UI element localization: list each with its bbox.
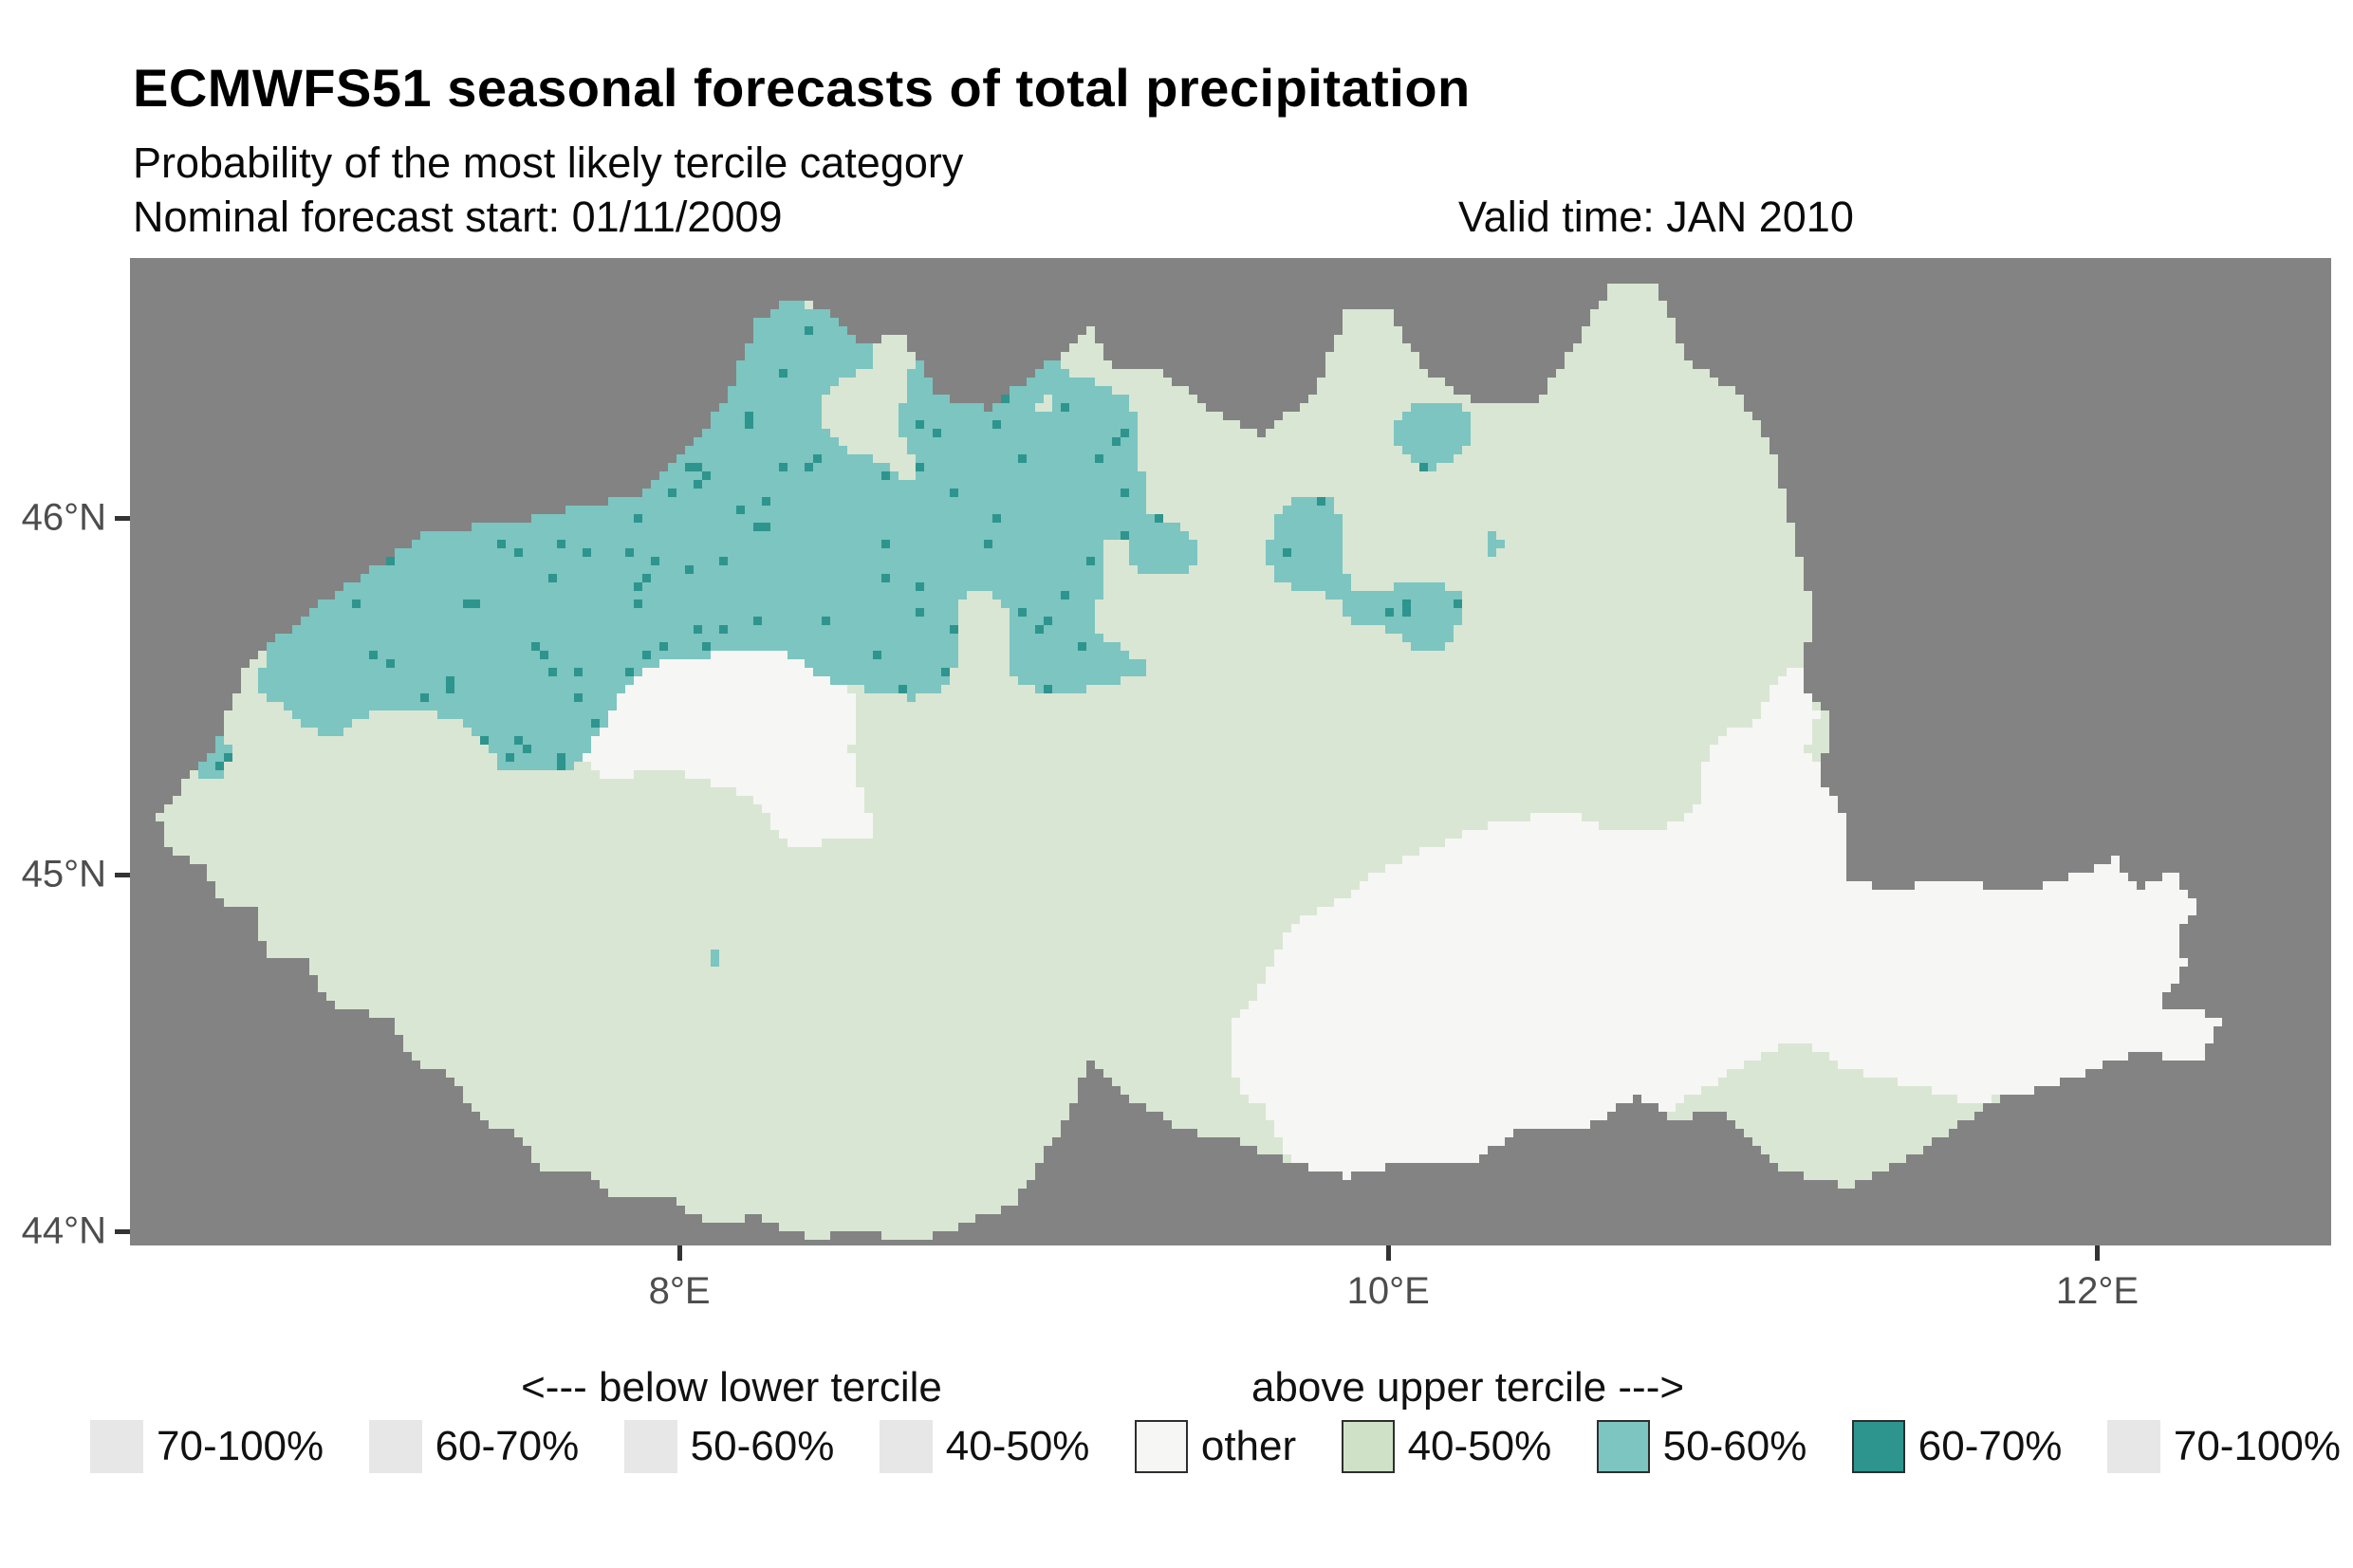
x-axis-tick-2: [2095, 1245, 2101, 1261]
legend-label: 60-70%: [1918, 1423, 2063, 1469]
valid-time-label: Valid time: JAN 2010: [1458, 193, 1854, 241]
legend-label: 50-60%: [1662, 1423, 1807, 1469]
legend-label: 40-50%: [945, 1423, 1090, 1469]
forecast-start-label: Nominal forecast start: 01/11/2009: [133, 193, 783, 241]
legend-item-above-4050: 40-50%: [1341, 1420, 1552, 1473]
legend-swatch-icon: [368, 1420, 422, 1473]
legend-item-above-70100: 70-100%: [2106, 1420, 2341, 1473]
legend-swatch-icon: [90, 1420, 143, 1473]
y-axis-tick-0: [115, 516, 130, 522]
legend-header-above-tercile: above upper tercile --->: [1251, 1364, 1685, 1411]
legend-label: 40-50%: [1407, 1423, 1552, 1469]
legend-swatch-icon: [1341, 1420, 1395, 1473]
legend-swatch-icon: [1134, 1420, 1188, 1473]
legend-item-below-70100: 70-100%: [90, 1420, 324, 1473]
page-subtitle: Probability of the most likely tercile c…: [133, 138, 964, 187]
legend-header-below-tercile: <--- below lower tercile: [521, 1364, 942, 1411]
legend-label: 70-100%: [157, 1423, 324, 1469]
forecast-map-canvas: [130, 258, 2331, 1245]
y-axis-label-1: 45°N: [21, 853, 106, 895]
x-axis-tick-0: [677, 1245, 683, 1261]
legend-item-below-6070: 60-70%: [368, 1420, 580, 1473]
legend-label: 60-70%: [435, 1423, 580, 1469]
legend: 70-100% 60-70% 50-60% 40-50% other 40-50% 50-6…: [90, 1417, 2341, 1476]
x-axis-label-2: 12°E: [2055, 1270, 2140, 1312]
legend-item-above-5060: 50-60%: [1596, 1420, 1807, 1473]
legend-swatch-icon: [879, 1420, 933, 1473]
x-axis-label-0: 8°E: [648, 1270, 711, 1312]
legend-item-above-6070: 60-70%: [1851, 1420, 2063, 1473]
x-axis-label-1: 10°E: [1346, 1270, 1430, 1312]
y-axis-tick-2: [115, 1228, 130, 1234]
y-axis-tick-1: [115, 873, 130, 878]
legend-item-neutral-other: other: [1134, 1420, 1297, 1473]
page-title: ECMWFS51 seasonal forecasts of total pre…: [133, 58, 1471, 118]
legend-item-below-5060: 50-60%: [623, 1420, 835, 1473]
y-axis-label-0: 46°N: [21, 496, 106, 539]
legend-swatch-icon: [623, 1420, 677, 1473]
legend-swatch-icon: [1851, 1420, 1905, 1473]
y-axis-label-2: 44°N: [21, 1209, 106, 1252]
legend-swatch-icon: [1596, 1420, 1650, 1473]
legend-item-below-4050: 40-50%: [879, 1420, 1090, 1473]
legend-label: 50-60%: [690, 1423, 835, 1469]
x-axis-tick-1: [1386, 1245, 1392, 1261]
legend-label: 70-100%: [2173, 1423, 2341, 1469]
map-panel: [130, 258, 2331, 1245]
legend-swatch-icon: [2106, 1420, 2160, 1473]
legend-label: other: [1200, 1423, 1297, 1469]
